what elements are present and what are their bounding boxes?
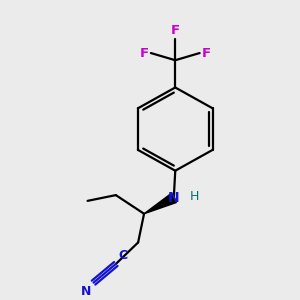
Text: F: F xyxy=(171,24,180,37)
Polygon shape xyxy=(144,194,176,214)
Text: N: N xyxy=(81,285,91,298)
Text: F: F xyxy=(202,46,211,59)
Text: C: C xyxy=(118,249,127,262)
Text: H: H xyxy=(190,190,200,203)
Text: F: F xyxy=(140,46,148,59)
Text: N: N xyxy=(168,191,180,205)
